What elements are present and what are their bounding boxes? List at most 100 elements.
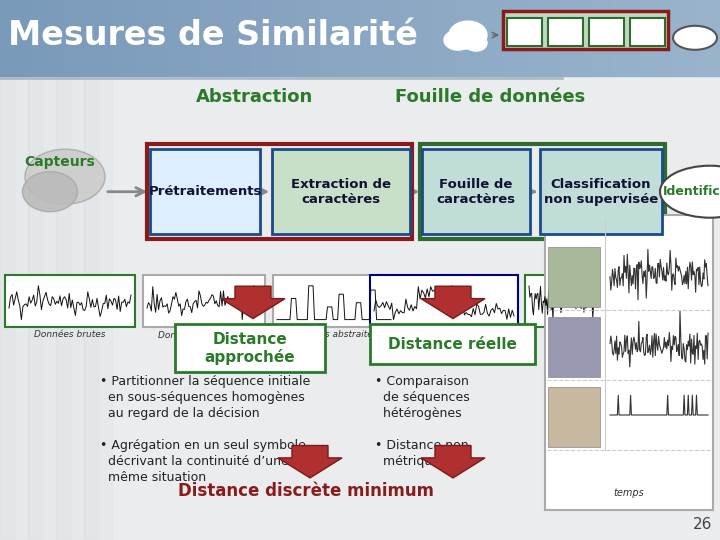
Bar [281,0,288,76]
Bar [150,149,260,234]
Text: • Comparaison: • Comparaison [375,375,469,388]
Text: Fouille de
caractères: Fouille de caractères [436,178,516,206]
Bar [396,0,403,76]
Bar [324,0,331,76]
Bar [194,0,202,76]
Bar [122,0,130,76]
Bar [70,76,84,540]
Bar [497,0,504,76]
Polygon shape [278,446,342,478]
Bar [403,0,410,76]
Bar [503,11,668,49]
Bar [605,0,612,76]
Bar [173,0,180,76]
Bar [28,76,42,540]
Ellipse shape [25,149,105,204]
Bar [518,0,526,76]
Bar [7,0,14,76]
Bar [630,18,665,46]
Bar [144,0,151,76]
Bar [612,0,619,76]
Bar [468,0,475,76]
Text: Capteurs: Capteurs [24,154,95,168]
Text: • Agrégation en un seul symbole: • Agrégation en un seul symbole [100,440,306,453]
Bar [382,0,389,76]
Bar [439,0,446,76]
Bar [389,0,396,76]
Text: Mesures de Similarité: Mesures de Similarité [8,18,418,52]
Bar [533,0,540,76]
Text: Distance réelle: Distance réelle [387,337,516,352]
Bar [713,0,720,76]
Text: Données prétraitées: Données prétraitées [158,330,250,340]
Bar [50,0,58,76]
Bar [223,0,230,76]
Bar [209,0,216,76]
Bar [504,0,511,76]
Bar [432,0,439,76]
Bar [0,76,14,540]
Bar [525,275,603,327]
Bar [590,0,598,76]
Bar [18,76,36,540]
Bar [22,0,29,76]
Bar [72,0,79,76]
Ellipse shape [22,172,78,212]
Bar [5,275,135,327]
Text: même situation: même situation [100,471,206,484]
Bar [548,387,600,447]
Bar [180,0,187,76]
Text: hétérogènes: hétérogènes [375,407,462,420]
Bar [684,0,691,76]
Bar [554,0,562,76]
Bar [72,76,90,540]
Bar [540,149,662,234]
Bar [482,0,490,76]
Text: Données brutes: Données brutes [35,330,106,340]
Bar [367,0,374,76]
Text: Identification: Identification [663,185,720,198]
Polygon shape [421,446,485,478]
Bar [295,0,302,76]
Ellipse shape [444,30,472,50]
Bar [655,0,662,76]
Bar [302,0,310,76]
Bar [94,0,101,76]
Bar [130,0,137,76]
Bar [526,0,533,76]
Bar [288,0,295,76]
Text: Fouille de données: Fouille de données [395,88,585,106]
Bar [562,0,569,76]
Bar [266,0,274,76]
Bar [454,0,461,76]
Bar [273,275,395,327]
Bar [166,0,173,76]
Bar [310,0,317,76]
Bar [422,149,530,234]
Bar [641,0,648,76]
Bar [98,76,112,540]
Bar [511,0,518,76]
Text: temps: temps [613,488,644,498]
Bar [374,0,382,76]
Bar [79,0,86,76]
Bar [576,0,583,76]
Ellipse shape [660,166,720,218]
Bar [147,144,412,239]
Bar [461,0,468,76]
Bar [670,0,677,76]
Bar [101,0,108,76]
Bar [0,0,7,76]
Bar [545,215,713,510]
Bar [245,0,252,76]
Bar [108,76,126,540]
Bar [115,0,122,76]
Bar [634,0,641,76]
Bar [425,0,432,76]
Bar [589,18,624,46]
Bar [548,247,600,307]
Bar [158,0,166,76]
Bar [175,325,325,372]
Bar [36,76,54,540]
Text: en sous-séquences homogènes: en sous-séquences homogènes [100,392,305,404]
